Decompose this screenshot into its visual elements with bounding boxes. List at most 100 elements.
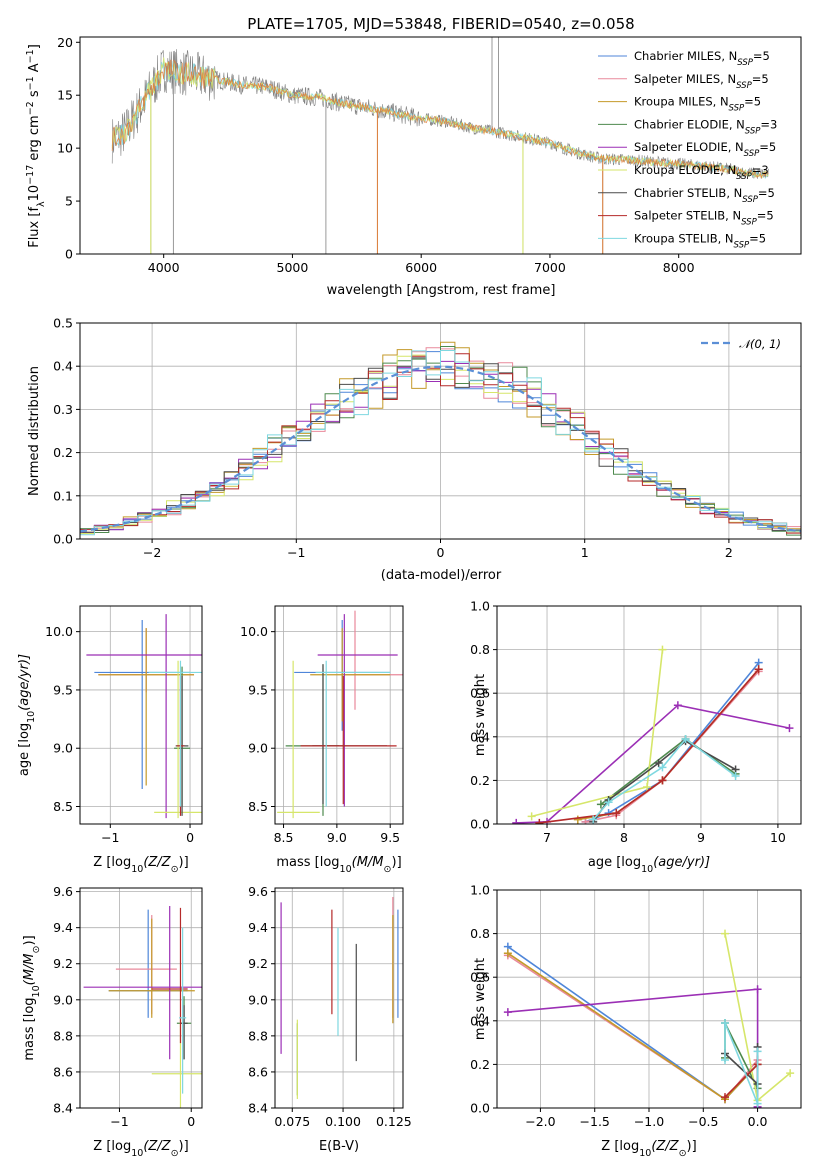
y-tick-label: 9.6 bbox=[248, 884, 268, 899]
axes-frame bbox=[79, 36, 802, 255]
x-tick-label: 6000 bbox=[405, 260, 437, 275]
mass_vs_Z-axes: −1 0 8.4 8.6 8.8 9.0 9.2 9.4 9.6 Z [log10(Z/Z⊙)] m… bbox=[22, 884, 203, 1159]
normal-curve bbox=[80, 365, 801, 533]
weight-marker bbox=[643, 782, 652, 791]
legend-entry: Kroupa STELIB, NSSP=5 bbox=[634, 231, 766, 250]
y-tick-label: 0.3 bbox=[53, 402, 73, 417]
spectrum-legend: Chabrier MILES, NSSP=5 Salpeter MILES, NS… bbox=[598, 49, 777, 250]
weight_vs_age-xlabel: age [log10(age/yr)] bbox=[588, 855, 710, 875]
age_vs_mass-axes: 8.5 9.0 9.5 8.5 9.0 9.5 10.0 mass [log10(M/M⊙)] bbox=[240, 605, 404, 875]
weight-marker bbox=[503, 1008, 512, 1017]
weight-marker bbox=[573, 815, 582, 824]
y-tick-label: 9.4 bbox=[248, 920, 268, 935]
spectrum-xlabel: wavelength [Angstrom, rest frame] bbox=[327, 283, 556, 298]
y-tick-label: 8.4 bbox=[53, 1101, 73, 1116]
weight-marker bbox=[753, 985, 762, 994]
mass_vs_Z-ylabel: mass [log10(M/M⊙)] bbox=[22, 935, 42, 1060]
x-tick-label: 0.075 bbox=[274, 1114, 310, 1129]
y-tick-label: 0.2 bbox=[53, 445, 73, 460]
x-tick-label: −1.0 bbox=[634, 1114, 664, 1129]
y-tick-label: 9.5 bbox=[53, 682, 73, 697]
y-tick-label: 0.2 bbox=[470, 773, 490, 788]
x-tick-label: 9.0 bbox=[327, 830, 347, 845]
weight_vs_age-axes: 7 8 9 10 0.0 0.2 0.4 0.6 0.8 1.0 age [log10(age/yr… bbox=[470, 599, 802, 875]
weight_vs_Z-axes: −2.0 −1.5 −1.0 −0.5 0.0 0.0 0.2 0.4 0.6 0.8 1.0 Z [… bbox=[470, 883, 802, 1159]
weight-marker bbox=[654, 758, 663, 767]
weight-series-kroupa-stelib bbox=[721, 1018, 762, 1108]
weight-marker bbox=[589, 815, 598, 824]
y-tick-label: 8.8 bbox=[53, 1028, 73, 1043]
y-tick-label: 9.0 bbox=[53, 741, 73, 756]
y-tick-label: 0.8 bbox=[470, 642, 490, 657]
weight_vs_age-axes-frame bbox=[496, 605, 802, 825]
y-tick-label: 8.8 bbox=[248, 1028, 268, 1043]
errorbar-salpeter-stelib bbox=[300, 675, 397, 805]
y-tick-label: 9.2 bbox=[53, 956, 73, 971]
weight-marker bbox=[754, 665, 763, 674]
x-tick-label: −2.0 bbox=[525, 1114, 555, 1129]
x-tick-label: 0 bbox=[437, 545, 445, 560]
weight-line bbox=[724, 1022, 759, 1104]
y-tick-label: 5 bbox=[65, 194, 73, 209]
weight-marker bbox=[673, 701, 682, 710]
weight-marker bbox=[721, 1093, 729, 1102]
x-tick-label: −1 bbox=[287, 545, 305, 560]
y-tick-label: 8.5 bbox=[248, 799, 268, 814]
spectrum-axes-plot bbox=[111, 37, 770, 254]
x-tick-label: 10 bbox=[770, 830, 786, 845]
y-tick-label: 0.8 bbox=[470, 926, 490, 941]
errorbar-chabrier-stelib bbox=[180, 1005, 188, 1060]
legend-entry: Chabrier STELIB, NSSP=5 bbox=[634, 186, 775, 205]
residual-axes-plot bbox=[80, 341, 801, 538]
mass_vs_ebv-axes-frame bbox=[274, 887, 404, 1109]
y-tick-label: 9.2 bbox=[248, 956, 268, 971]
x-tick-label: 7 bbox=[543, 830, 551, 845]
legend-entry: Salpeter STELIB, NSSP=5 bbox=[634, 209, 774, 228]
weight-marker bbox=[721, 1018, 729, 1027]
y-tick-label: 8.4 bbox=[248, 1101, 268, 1116]
axes-frame bbox=[274, 605, 404, 825]
x-tick-label: 0.125 bbox=[376, 1114, 412, 1129]
y-tick-label: 0 bbox=[65, 247, 73, 262]
errorbar-salpeter-elodie bbox=[86, 614, 202, 819]
age_vs_Z-xlabel: Z [log10(Z/Z⊙)] bbox=[93, 855, 188, 875]
weight-series-salpeter-stelib bbox=[535, 665, 763, 824]
errorbar-kroupa-stelib bbox=[179, 927, 187, 1094]
y-tick-label: 9.0 bbox=[248, 992, 268, 1007]
weight-marker bbox=[535, 818, 544, 824]
y-tick-label: 0.4 bbox=[53, 359, 73, 374]
x-tick-label: 5000 bbox=[277, 260, 309, 275]
spectrum-model-line bbox=[111, 59, 769, 179]
age_vs_Z-axes-plot bbox=[86, 614, 202, 819]
x-tick-label: −2 bbox=[143, 545, 161, 560]
y-tick-label: 20 bbox=[57, 35, 73, 50]
weight-series-kroupa-elodie bbox=[527, 645, 667, 821]
errorbar-kroupa-elodie bbox=[277, 660, 320, 819]
residual-ylabel: Normed distribution bbox=[27, 366, 42, 496]
weight_vs_age-ylabel: mass weight bbox=[473, 674, 488, 756]
weight-line bbox=[724, 1063, 759, 1098]
weight-marker bbox=[512, 818, 521, 824]
mass_vs_ebv-xlabel: E(B-V) bbox=[319, 1139, 359, 1154]
mass_vs_Z-axes-frame bbox=[79, 887, 203, 1109]
weight_vs_Z-axes-plot bbox=[503, 929, 795, 1108]
age_vs_Z-axes: −1 0 8.5 9.0 9.5 10.0 Z [log10(Z/Z⊙)] age [log1… bbox=[17, 605, 203, 875]
weight-marker bbox=[786, 1069, 795, 1078]
axes-frame bbox=[496, 605, 802, 825]
mass_vs_Z-axes-plot bbox=[83, 906, 202, 1108]
x-tick-label: 9.5 bbox=[380, 830, 400, 845]
weight-marker bbox=[527, 812, 536, 821]
y-tick-label: 0.6 bbox=[470, 686, 490, 701]
y-tick-label: 10 bbox=[57, 141, 73, 156]
x-tick-label: 0 bbox=[187, 1114, 195, 1129]
weight-marker bbox=[658, 645, 667, 654]
y-tick-label: 0.5 bbox=[53, 316, 73, 331]
y-tick-label: 10.0 bbox=[240, 624, 268, 639]
age_vs_Z-axes-frame bbox=[79, 605, 203, 825]
residual-legend-label: 𝒩(0, 1) bbox=[739, 337, 781, 351]
x-tick-label: 7000 bbox=[534, 260, 566, 275]
axes-frame bbox=[79, 887, 203, 1109]
y-tick-label: 0.4 bbox=[470, 729, 490, 744]
errorbar-kroupa-elodie bbox=[154, 660, 202, 819]
